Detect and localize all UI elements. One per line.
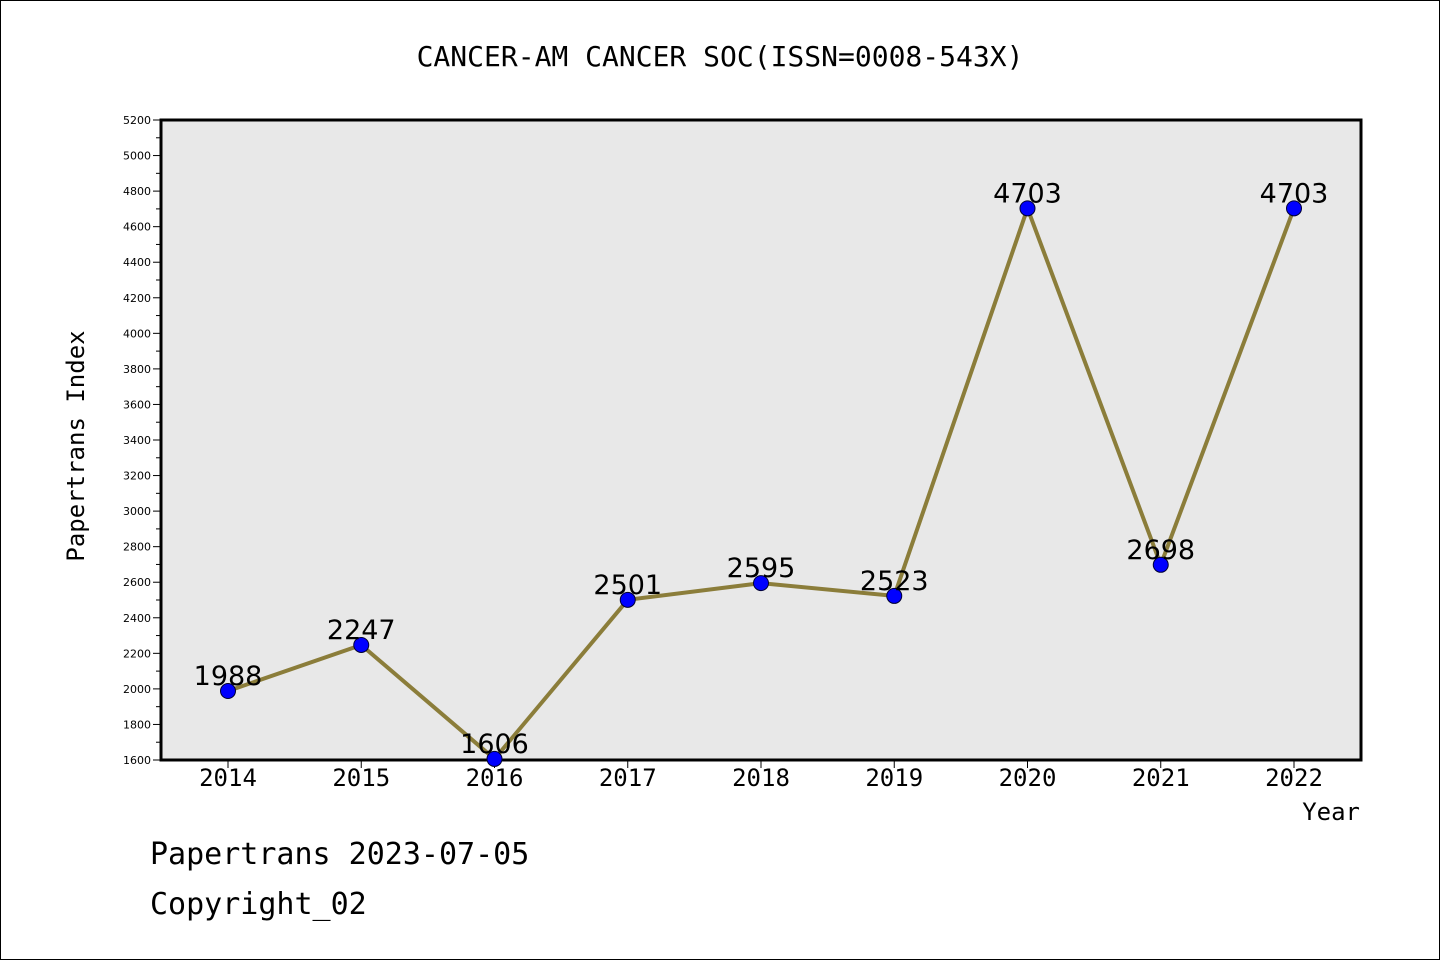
data-point — [1019, 200, 1036, 217]
y-tick-label: 5000 — [123, 150, 151, 163]
data-point — [486, 750, 503, 767]
y-tick-label: 5200 — [123, 114, 151, 127]
y-tick-label: 3200 — [123, 470, 151, 483]
y-tick-label: 3400 — [123, 434, 151, 447]
y-tick-label: 2800 — [123, 541, 151, 554]
x-tick-label: 2021 — [1132, 764, 1190, 792]
x-axis-label: Year — [1302, 798, 1360, 826]
y-tick-label: 3600 — [123, 398, 151, 411]
chart-title: CANCER-AM CANCER SOC(ISSN=0008-543X) — [417, 40, 1024, 73]
data-label: 2595 — [727, 553, 796, 584]
y-tick-label: 1800 — [123, 718, 151, 731]
data-point — [1286, 200, 1302, 217]
x-tick-label: 2022 — [1265, 764, 1323, 792]
data-point — [886, 587, 903, 604]
y-tick-label: 2400 — [123, 612, 151, 625]
y-tick-label: 3800 — [123, 363, 151, 376]
series-markers — [220, 200, 1302, 767]
y-tick-label: 2200 — [123, 647, 151, 660]
x-tick-label: 2019 — [865, 764, 923, 792]
data-label: 1988 — [194, 661, 263, 692]
y-tick-label: 4600 — [123, 221, 151, 234]
y-tick-label: 1600 — [123, 754, 151, 767]
data-point — [220, 683, 236, 700]
data-label: 4703 — [993, 178, 1062, 209]
y-tick-label: 2600 — [123, 576, 151, 589]
data-label: 1606 — [460, 729, 529, 760]
x-tick-label: 2016 — [466, 764, 524, 792]
x-axis: 2014 2015 2016 2017 2018 2019 2020 2021 2022 — [199, 760, 1323, 792]
data-label: 2698 — [1126, 535, 1195, 566]
data-labels: 1988 2247 1606 2501 2595 2523 4703 2698 4703 — [194, 178, 1329, 760]
x-tick-label: 2015 — [332, 764, 390, 792]
y-tick-label: 3000 — [123, 505, 151, 518]
data-point — [1152, 556, 1169, 573]
x-tick-label: 2020 — [999, 764, 1057, 792]
data-label: 2247 — [327, 615, 396, 646]
y-tick-label: 4000 — [123, 327, 151, 340]
data-point — [753, 575, 769, 592]
x-tick-label: 2017 — [599, 764, 657, 792]
footer-copyright: Copyright_02 — [150, 887, 367, 922]
data-label: 2501 — [593, 570, 662, 601]
data-label: 2523 — [860, 566, 929, 597]
plot-area — [159, 118, 1363, 762]
footer-date: Papertrans 2023-07-05 — [150, 837, 529, 872]
y-axis-label: Papertrans Index — [62, 330, 90, 561]
data-point — [619, 591, 636, 608]
y-tick-label: 4400 — [123, 256, 151, 269]
y-tick-label: 4200 — [123, 292, 151, 305]
x-tick-label: 2018 — [732, 764, 790, 792]
y-tick-label: 2000 — [123, 683, 151, 696]
x-tick-label: 2014 — [199, 764, 257, 792]
data-label: 4703 — [1260, 178, 1329, 209]
y-axis: 1600 1800 2000 2200 2400 2600 2800 3000 3200 3400… — [123, 114, 161, 767]
y-tick-label: 4800 — [123, 185, 151, 198]
data-point — [353, 636, 370, 653]
